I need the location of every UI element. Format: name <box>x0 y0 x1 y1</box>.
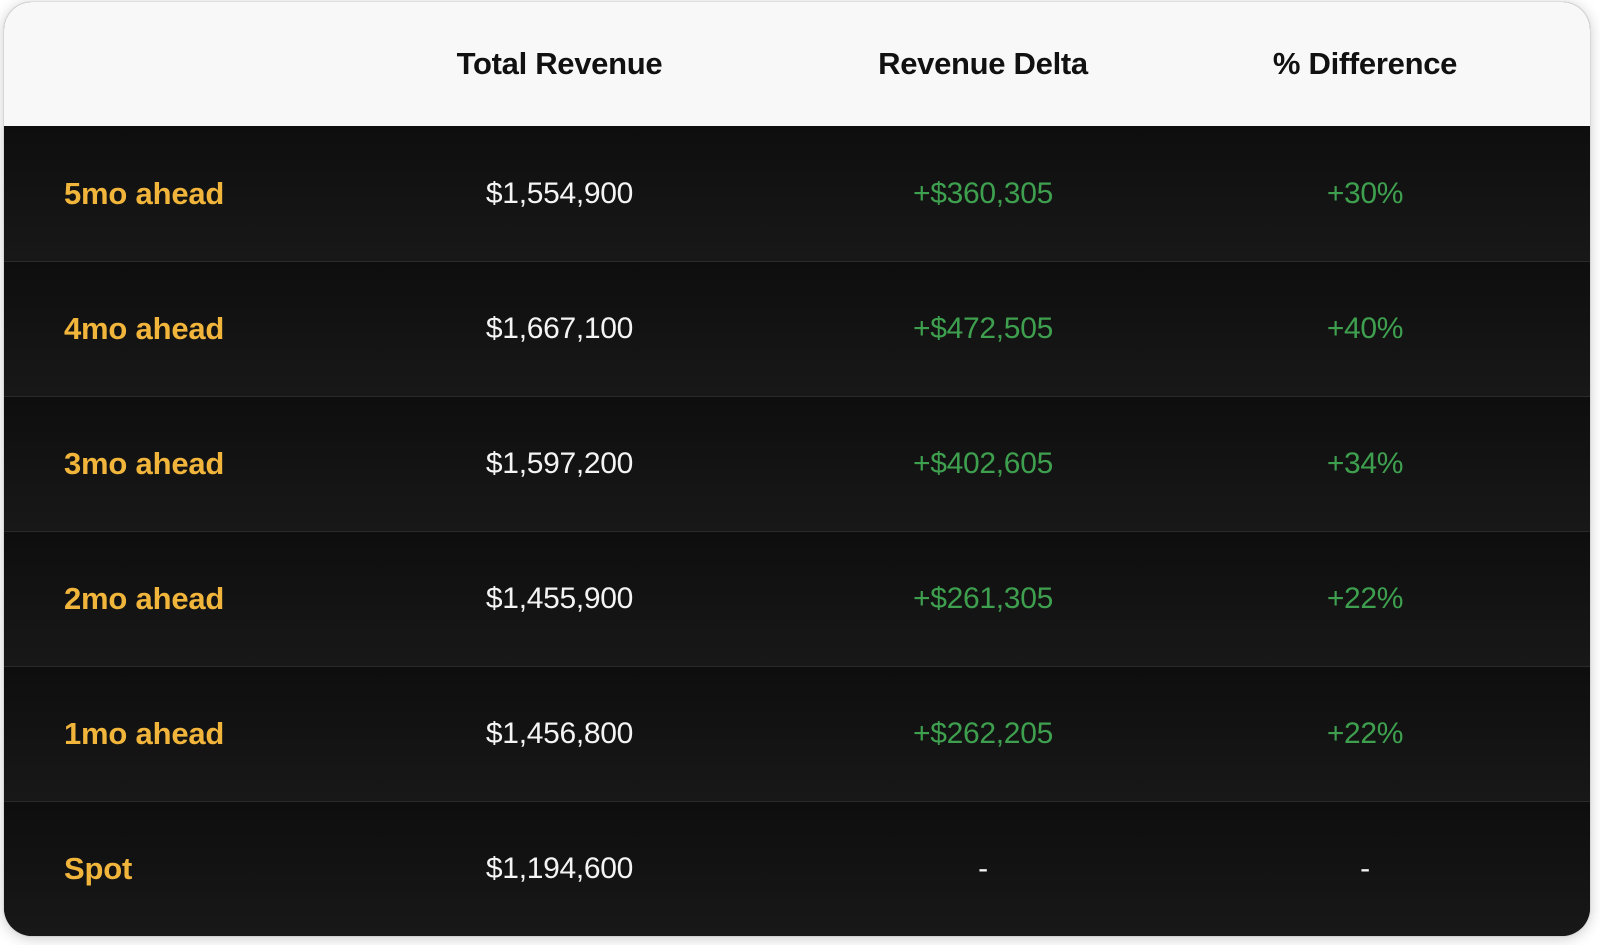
table-row: Spot $1,194,600 - - <box>4 801 1590 936</box>
table-body: 5mo ahead $1,554,900 +$360,305 +30% 4mo … <box>4 126 1590 936</box>
revenue-delta-value: +$262,205 <box>913 717 1053 750</box>
header-revenue-delta: Revenue Delta <box>878 46 1088 81</box>
total-revenue-value: $1,667,100 <box>485 312 634 345</box>
table-row: 5mo ahead $1,554,900 +$360,305 +30% <box>4 126 1590 261</box>
total-revenue-value: $1,597,200 <box>485 447 634 480</box>
revenue-delta-value: +$261,305 <box>913 582 1053 615</box>
row-label: 1mo ahead <box>64 716 225 751</box>
revenue-delta-value: +$402,605 <box>913 447 1053 480</box>
revenue-delta-value: - <box>978 852 988 885</box>
total-revenue-value: $1,554,900 <box>485 176 634 210</box>
total-revenue-value: $1,456,800 <box>485 717 634 750</box>
row-label: Spot <box>64 851 133 886</box>
pct-difference-value: +22% <box>1326 582 1404 615</box>
revenue-delta-value: +$360,305 <box>913 176 1053 210</box>
table-row: 4mo ahead $1,667,100 +$472,505 +40% <box>4 261 1590 396</box>
pct-difference-value: - <box>1360 852 1370 885</box>
total-revenue-value: $1,194,600 <box>485 852 634 885</box>
header-total-revenue: Total Revenue <box>456 46 663 81</box>
header-pct-difference: % Difference <box>1272 46 1458 81</box>
table-header-row: Total Revenue Revenue Delta % Difference <box>4 2 1590 126</box>
table-row: 1mo ahead $1,456,800 +$262,205 +22% <box>4 666 1590 801</box>
pct-difference-value: +22% <box>1326 717 1404 750</box>
total-revenue-value: $1,455,900 <box>485 582 634 615</box>
row-label: 3mo ahead <box>64 446 225 481</box>
row-label: 4mo ahead <box>64 311 225 346</box>
row-label: 2mo ahead <box>64 581 225 616</box>
row-label: 5mo ahead <box>64 175 225 211</box>
revenue-forecast-table-card: Total Revenue Revenue Delta % Difference… <box>4 2 1590 936</box>
pct-difference-value: +30% <box>1326 176 1404 210</box>
table-row: 2mo ahead $1,455,900 +$261,305 +22% <box>4 531 1590 666</box>
table-row: 3mo ahead $1,597,200 +$402,605 +34% <box>4 396 1590 531</box>
pct-difference-value: +34% <box>1326 447 1404 480</box>
pct-difference-value: +40% <box>1326 312 1404 345</box>
revenue-delta-value: +$472,505 <box>913 312 1053 345</box>
